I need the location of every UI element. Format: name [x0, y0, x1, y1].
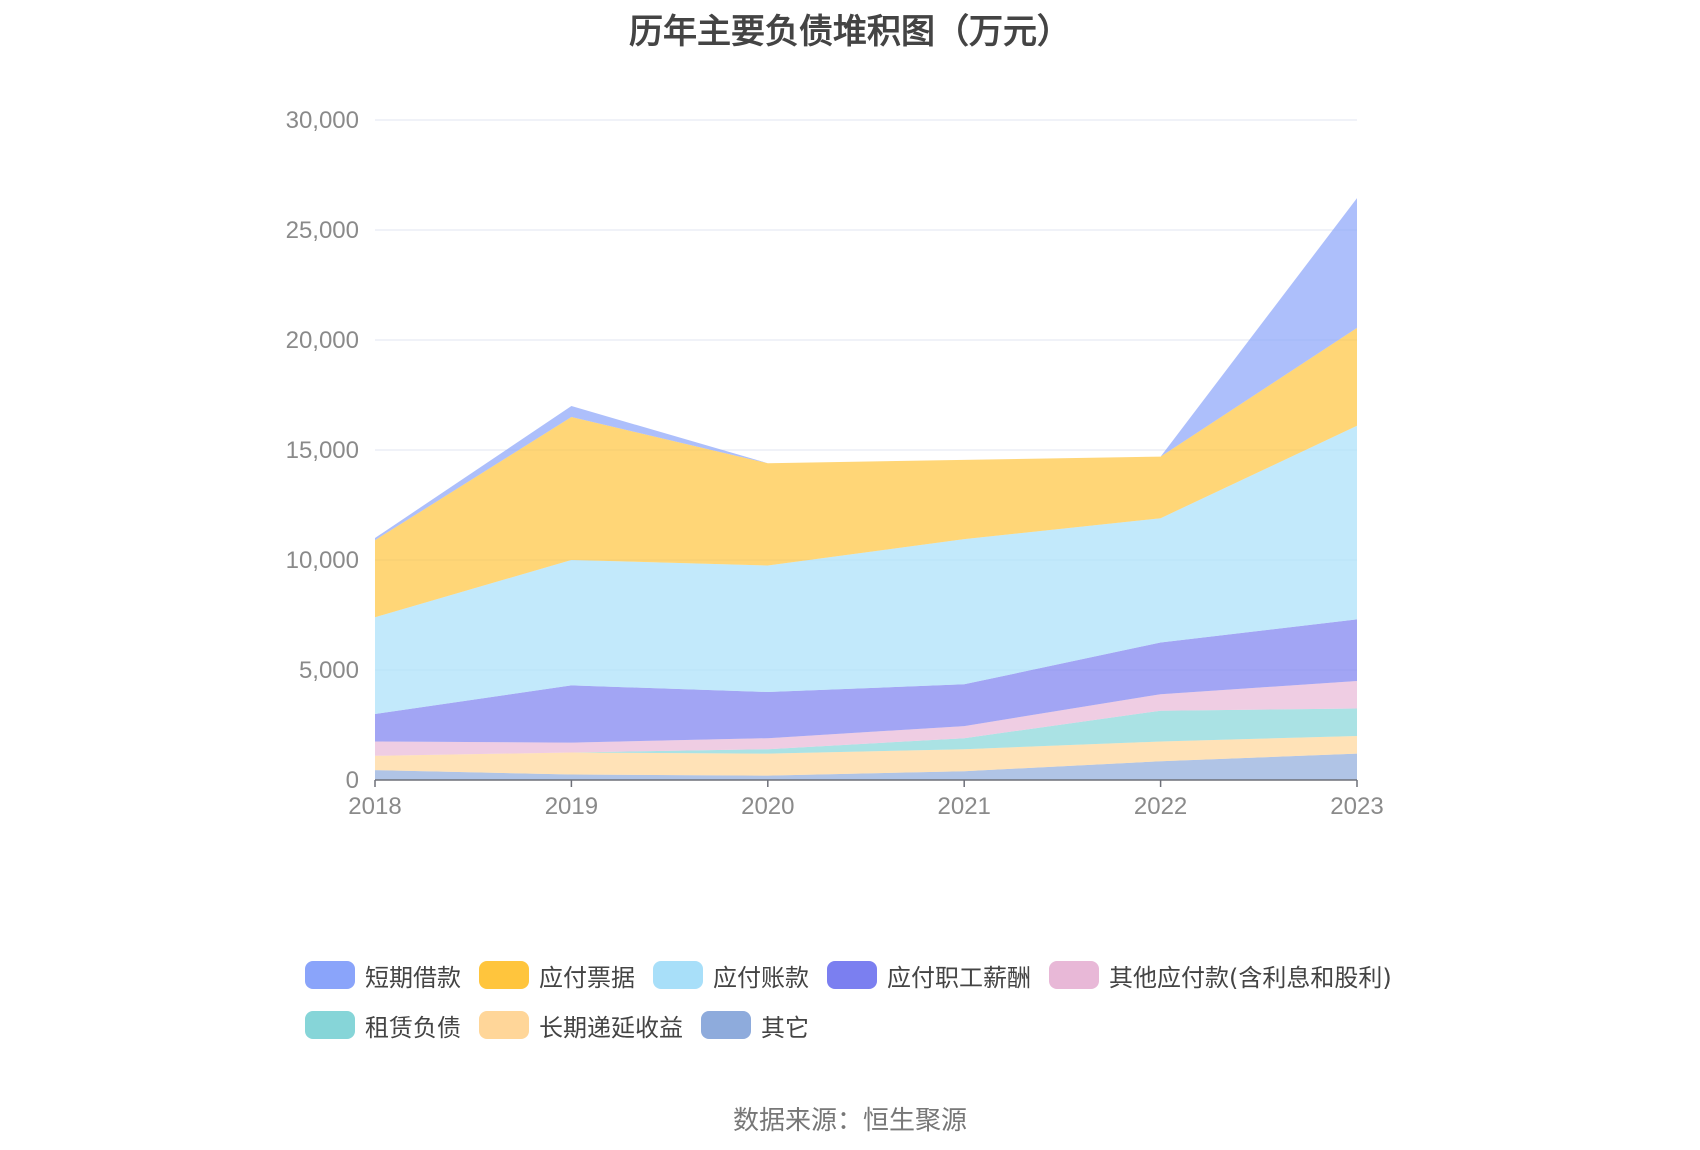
legend-label: 短期借款	[365, 963, 461, 992]
y-tick-label: 25,000	[286, 217, 359, 244]
legend-swatch	[701, 1011, 751, 1039]
legend-label: 其他应付款(含利息和股利)	[1109, 963, 1392, 992]
area-租赁负债	[375, 708, 1357, 756]
legend-row: 租赁负债 长期递延收益 其它	[305, 1000, 1455, 1050]
area-series	[375, 198, 1357, 780]
area-应付账款	[375, 425, 1357, 714]
y-tick-label: 15,000	[286, 437, 359, 464]
y-tick-label: 30,000	[286, 107, 359, 134]
legend-swatch	[1049, 961, 1099, 989]
legend-item[interactable]: 租赁负债	[305, 1008, 461, 1043]
area-其他应付款(含利息和股利)	[375, 681, 1357, 756]
legend: 短期借款 应付票据 应付账款 应付职工薪酬 其他应付款(含利息和股利) 租赁负债 长期递延收…	[305, 950, 1455, 1050]
legend-swatch	[479, 961, 529, 989]
y-tick-label: 5,000	[299, 657, 359, 684]
legend-swatch	[827, 961, 877, 989]
area-应付职工薪酬	[375, 619, 1357, 743]
legend-swatch	[653, 961, 703, 989]
legend-swatch	[305, 1011, 355, 1039]
y-tick-label: 10,000	[286, 547, 359, 574]
area-应付票据	[375, 327, 1357, 618]
legend-item[interactable]: 其他应付款(含利息和股利)	[1049, 958, 1392, 993]
legend-label: 应付职工薪酬	[887, 963, 1031, 992]
legend-item[interactable]: 其它	[701, 1008, 809, 1043]
legend-label: 其它	[761, 1013, 809, 1042]
x-tick-label: 2019	[545, 793, 598, 820]
area-长期递延收益	[375, 736, 1357, 776]
legend-item[interactable]: 应付职工薪酬	[827, 958, 1031, 993]
area-其它	[375, 753, 1357, 780]
y-tick-label: 20,000	[286, 327, 359, 354]
legend-label: 租赁负债	[365, 1013, 461, 1042]
data-source-note: 数据来源：恒生聚源	[732, 1106, 967, 1136]
axes: 0 5,000 10,000 15,000 20,000 25,000 30,000 2018…	[286, 107, 1384, 820]
x-tick-label: 2020	[741, 793, 794, 820]
legend-item[interactable]: 短期借款	[305, 958, 461, 993]
legend-label: 应付账款	[713, 963, 809, 992]
x-tick-label: 2018	[348, 793, 401, 820]
x-tick-label: 2022	[1134, 793, 1187, 820]
legend-label: 长期递延收益	[539, 1013, 683, 1042]
x-tick-label: 2021	[938, 793, 991, 820]
legend-item[interactable]: 长期递延收益	[479, 1008, 683, 1043]
legend-row: 短期借款 应付票据 应付账款 应付职工薪酬 其他应付款(含利息和股利)	[305, 950, 1455, 1000]
x-tick-label: 2023	[1330, 793, 1383, 820]
legend-swatch	[479, 1011, 529, 1039]
y-tick-label: 0	[346, 767, 359, 794]
legend-swatch	[305, 961, 355, 989]
legend-item[interactable]: 应付账款	[653, 958, 809, 993]
legend-label: 应付票据	[539, 963, 635, 992]
legend-item[interactable]: 应付票据	[479, 958, 635, 993]
chart-title: 历年主要负债堆积图（万元）	[629, 12, 1071, 52]
